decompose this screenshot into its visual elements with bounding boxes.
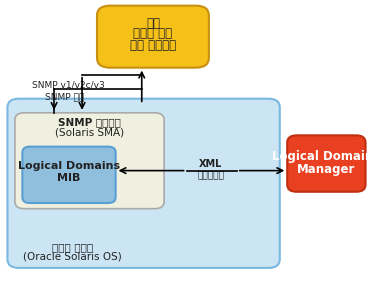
Text: SNMP 에이전트: SNMP 에이전트	[58, 118, 121, 128]
FancyBboxPatch shape	[15, 113, 164, 209]
Text: MIB: MIB	[57, 173, 81, 183]
Text: Logical Domains: Logical Domains	[272, 150, 373, 163]
FancyBboxPatch shape	[7, 99, 280, 268]
Text: SNMP v1/v2c/v3: SNMP v1/v2c/v3	[32, 80, 104, 89]
FancyBboxPatch shape	[97, 6, 209, 68]
FancyBboxPatch shape	[287, 135, 366, 192]
Text: (Oracle Solaris OS): (Oracle Solaris OS)	[23, 252, 122, 262]
Text: (Solaris SMA): (Solaris SMA)	[55, 127, 124, 138]
Text: 응용 프로그램: 응용 프로그램	[130, 39, 176, 52]
Text: 컨트롤 도메인: 컨트롤 도메인	[52, 242, 93, 252]
Text: 타사: 타사	[146, 17, 160, 30]
Text: 인터페이스: 인터페이스	[197, 172, 224, 181]
Text: XML: XML	[199, 158, 222, 169]
Text: SNMP 트랩: SNMP 트랩	[45, 93, 84, 102]
Text: Logical Domains: Logical Domains	[18, 161, 120, 171]
Text: 시스템 관리: 시스템 관리	[134, 27, 172, 40]
FancyBboxPatch shape	[22, 147, 116, 203]
Text: Manager: Manager	[297, 163, 355, 176]
